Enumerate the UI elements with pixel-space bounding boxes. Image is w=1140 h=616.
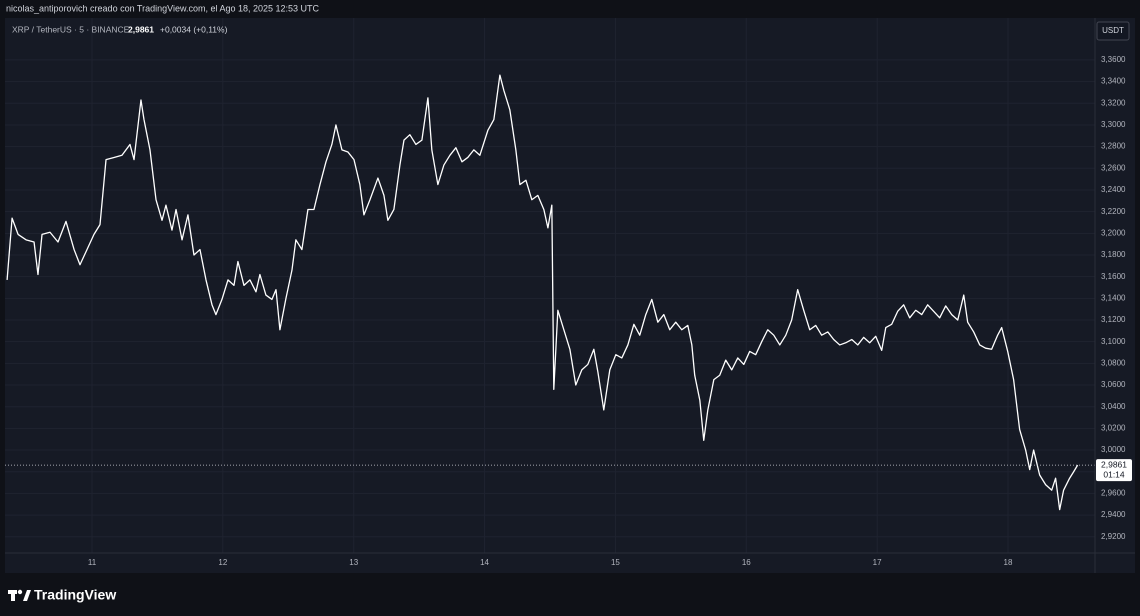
y-tick-label: 3,2800 <box>1101 142 1126 151</box>
currency-button[interactable] <box>1096 21 1130 41</box>
overlay: 2,92002,94002,96002,98003,00003,02003,04… <box>88 55 1132 567</box>
x-tick-label: 11 <box>88 558 97 567</box>
logo-icon <box>8 589 31 601</box>
chart-panel <box>5 18 1135 573</box>
y-tick-label: 3,3600 <box>1101 55 1126 64</box>
y-tick-label: 2,9400 <box>1101 510 1126 519</box>
x-tick-label: 14 <box>480 558 489 567</box>
caption: nicolas_antiporovich creado con TradingV… <box>6 3 320 13</box>
logo-shape <box>23 590 31 601</box>
y-tick-label: 3,2600 <box>1101 163 1126 172</box>
countdown: 01:14 <box>1103 469 1125 479</box>
last-price-label: 2,9861 <box>1101 459 1127 469</box>
x-tick-label: 17 <box>873 558 882 567</box>
y-tick-label: 3,1600 <box>1101 272 1126 281</box>
y-tick-label: 3,2400 <box>1101 185 1126 194</box>
price-line <box>6 74 1079 511</box>
y-tick-label: 2,9200 <box>1101 532 1126 541</box>
y-tick-label: 3,3200 <box>1101 98 1126 107</box>
x-tick-label: 15 <box>611 558 620 567</box>
logo-shape <box>11 590 15 601</box>
y-tick-label: 3,0200 <box>1101 423 1126 432</box>
logo-shape <box>17 589 23 595</box>
y-tick-label: 3,0800 <box>1101 358 1126 367</box>
plot <box>5 74 1095 511</box>
y-tick-label: 2,9600 <box>1101 489 1126 498</box>
y-tick-label: 3,1400 <box>1101 293 1126 302</box>
y-tick-label: 3,1200 <box>1101 315 1126 324</box>
x-tick-label: 18 <box>1004 558 1013 567</box>
symbol: XRP / TetherUS · 5 · BINANCE <box>12 24 130 34</box>
y-tick-label: 3,0600 <box>1101 380 1126 389</box>
x-tick-label: 16 <box>742 558 751 567</box>
currency[interactable]: USDT <box>1102 26 1124 35</box>
grid <box>5 18 1095 553</box>
y-tick-label: 3,0000 <box>1101 445 1126 454</box>
last-price-box <box>1096 459 1132 482</box>
y-tick-label: 3,2200 <box>1101 207 1126 216</box>
y-tick-label: 3,0400 <box>1101 402 1126 411</box>
y-tick-label: 3,1000 <box>1101 337 1126 346</box>
logo: TradingView <box>34 587 116 603</box>
x-tick-label: 12 <box>218 558 227 567</box>
y-tick-label: 3,3000 <box>1101 120 1126 129</box>
header-price: 2,9861 <box>128 24 154 34</box>
y-tick-label: 3,2000 <box>1101 228 1126 237</box>
change: +0,0034 (+0,11%) <box>160 24 228 34</box>
y-tick-label: 3,3400 <box>1101 77 1126 86</box>
y-tick-label: 3,1800 <box>1101 250 1126 259</box>
x-tick-label: 13 <box>349 558 358 567</box>
